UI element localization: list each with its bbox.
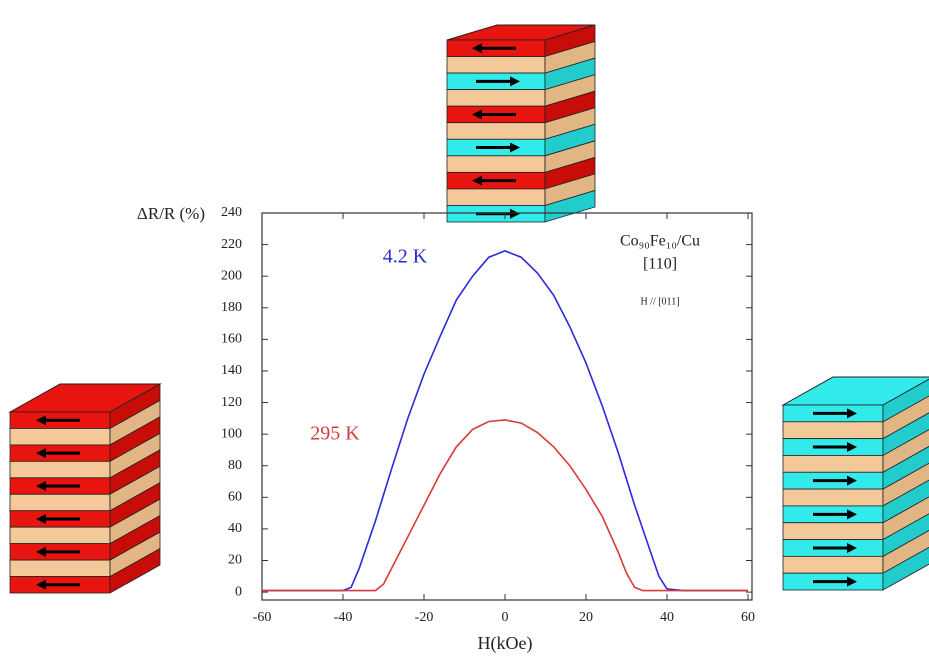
layer [9, 526, 111, 545]
curve [262, 419, 748, 592]
layer [446, 89, 546, 107]
layer-side [882, 412, 929, 457]
arrow-head [847, 542, 857, 553]
arrow-head [847, 475, 857, 486]
layer [782, 421, 884, 440]
layer-side [882, 395, 929, 440]
x-tick-label: 20 [579, 610, 593, 625]
y-tick-label: 220 [221, 237, 242, 252]
layer-side [544, 189, 596, 223]
layer-side [882, 378, 929, 423]
layer-side [109, 547, 161, 594]
y-tick-label: 100 [221, 426, 242, 441]
arrow-head [847, 408, 857, 419]
layer [446, 188, 546, 206]
y-axis-label: ΔR/R (%) [137, 204, 205, 223]
layer-side [882, 530, 929, 574]
x-tick-label: -60 [253, 610, 272, 625]
x-axis-label: H(kOe) [478, 633, 533, 654]
layer-side [882, 513, 929, 558]
arrow-head [510, 76, 520, 87]
y-tick-label: 120 [221, 395, 242, 410]
y-tick-label: 140 [221, 363, 242, 378]
layer-diagrams [8, 24, 929, 594]
x-tick-label: -40 [334, 610, 353, 625]
y-tick-label: 240 [221, 205, 242, 220]
y-tick-label: 180 [221, 300, 242, 315]
annotation: [110] [643, 256, 677, 273]
plot-frame [261, 212, 753, 601]
layer [782, 455, 884, 473]
arrow-head [36, 448, 46, 459]
arrow-head [510, 208, 520, 219]
layer-side [882, 446, 929, 490]
layer-side [882, 496, 929, 541]
layer-side [882, 479, 929, 524]
arrow-head [36, 513, 46, 524]
y-tick-label: 160 [221, 332, 242, 347]
y-tick-label: 80 [228, 458, 242, 473]
layer [9, 428, 111, 446]
layer [9, 460, 111, 479]
layer [782, 555, 884, 574]
layer-side [882, 429, 929, 473]
arrow-head [847, 442, 857, 453]
arrow-head [472, 175, 482, 186]
layer [782, 488, 884, 507]
x-tick-label: 60 [741, 610, 755, 625]
arrow-head [36, 579, 46, 590]
arrow-head [36, 415, 46, 426]
y-tick-label: 20 [228, 553, 242, 568]
arrow-head [847, 576, 857, 587]
y-tick-label: 200 [221, 268, 242, 283]
arrow-head [472, 43, 482, 54]
layer [9, 559, 111, 577]
layer-side [882, 462, 929, 507]
y-tick-label: 40 [228, 521, 242, 536]
annotation: Co₉₀Fe₁₀/Cu [620, 233, 700, 250]
series-label: 4.2 K [383, 246, 428, 268]
layer-stack [446, 24, 596, 223]
x-tick-label: 0 [502, 610, 509, 625]
layer-side [882, 546, 929, 591]
layer [9, 493, 111, 512]
layer [446, 122, 546, 140]
x-tick-label: 40 [660, 610, 674, 625]
y-tick-label: 0 [235, 584, 242, 599]
layer [446, 155, 546, 173]
arrow-head [36, 481, 46, 492]
y-tick-label: 60 [228, 490, 242, 505]
arrow-head [510, 142, 520, 153]
curve [262, 250, 748, 592]
layer-stack [8, 383, 162, 594]
arrow-head [36, 546, 46, 557]
layer [782, 522, 884, 540]
layer-stack [781, 376, 929, 591]
annotation: H // [011] [640, 296, 679, 307]
arrow-head [847, 509, 857, 520]
layer [446, 56, 546, 74]
x-tick-label: -20 [415, 610, 434, 625]
arrow-head [472, 109, 482, 120]
series-label: 295 K [310, 423, 360, 445]
